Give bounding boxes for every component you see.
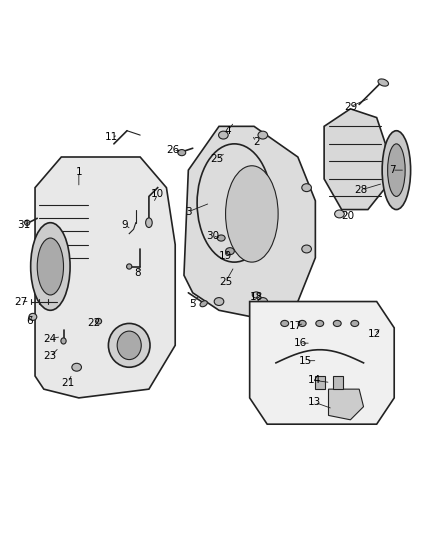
- Text: 29: 29: [344, 102, 357, 111]
- Text: 7: 7: [389, 165, 396, 175]
- Text: 12: 12: [368, 329, 381, 340]
- Ellipse shape: [178, 150, 186, 156]
- Text: 18: 18: [250, 292, 263, 302]
- Ellipse shape: [335, 210, 344, 218]
- Polygon shape: [324, 109, 385, 209]
- Ellipse shape: [219, 131, 228, 139]
- Text: 24: 24: [44, 334, 57, 344]
- Text: 25: 25: [210, 154, 223, 164]
- Ellipse shape: [108, 324, 150, 367]
- Ellipse shape: [226, 166, 278, 262]
- Ellipse shape: [302, 245, 311, 253]
- Polygon shape: [250, 302, 394, 424]
- Text: 14: 14: [308, 375, 321, 385]
- Text: 11: 11: [105, 132, 118, 142]
- Text: 26: 26: [166, 146, 180, 156]
- Polygon shape: [35, 157, 175, 398]
- Bar: [315, 376, 325, 389]
- Text: 30: 30: [206, 231, 219, 241]
- Ellipse shape: [214, 297, 224, 305]
- Text: 28: 28: [355, 185, 368, 195]
- Text: 15: 15: [299, 356, 312, 366]
- Ellipse shape: [145, 218, 152, 228]
- Text: 23: 23: [44, 351, 57, 361]
- Ellipse shape: [388, 144, 405, 197]
- Text: 8: 8: [134, 268, 141, 278]
- Text: 22: 22: [88, 318, 101, 328]
- Ellipse shape: [95, 318, 102, 324]
- Text: 6: 6: [26, 316, 33, 326]
- Ellipse shape: [29, 313, 37, 320]
- Text: 21: 21: [61, 377, 74, 387]
- Text: 4: 4: [224, 126, 231, 136]
- Ellipse shape: [25, 220, 30, 225]
- Ellipse shape: [378, 79, 389, 86]
- Ellipse shape: [37, 238, 64, 295]
- Text: 10: 10: [151, 189, 164, 199]
- Polygon shape: [328, 389, 364, 420]
- Text: 27: 27: [14, 296, 28, 306]
- Ellipse shape: [258, 297, 268, 305]
- Text: 25: 25: [219, 277, 232, 287]
- Text: 13: 13: [308, 397, 321, 407]
- Ellipse shape: [316, 320, 324, 327]
- Ellipse shape: [258, 131, 268, 139]
- Bar: [333, 376, 343, 389]
- Ellipse shape: [302, 184, 311, 191]
- Polygon shape: [184, 126, 315, 319]
- Ellipse shape: [31, 223, 70, 310]
- Ellipse shape: [127, 264, 132, 269]
- Ellipse shape: [281, 320, 289, 327]
- Text: 3: 3: [185, 207, 192, 217]
- Text: 16: 16: [293, 338, 307, 348]
- Ellipse shape: [252, 292, 260, 298]
- Text: 19: 19: [219, 251, 232, 261]
- Ellipse shape: [351, 320, 359, 327]
- Ellipse shape: [61, 338, 66, 344]
- Ellipse shape: [200, 301, 207, 306]
- Ellipse shape: [333, 320, 341, 327]
- Text: 5: 5: [189, 298, 196, 309]
- Ellipse shape: [217, 235, 225, 241]
- Text: 9: 9: [121, 220, 128, 230]
- Ellipse shape: [298, 320, 306, 327]
- Text: 20: 20: [342, 211, 355, 221]
- Text: 2: 2: [253, 136, 260, 147]
- Ellipse shape: [117, 331, 141, 360]
- Ellipse shape: [226, 248, 234, 255]
- Text: 17: 17: [289, 321, 302, 330]
- Ellipse shape: [72, 364, 81, 371]
- Text: 1: 1: [75, 167, 82, 177]
- Ellipse shape: [382, 131, 411, 209]
- Text: 31: 31: [18, 220, 31, 230]
